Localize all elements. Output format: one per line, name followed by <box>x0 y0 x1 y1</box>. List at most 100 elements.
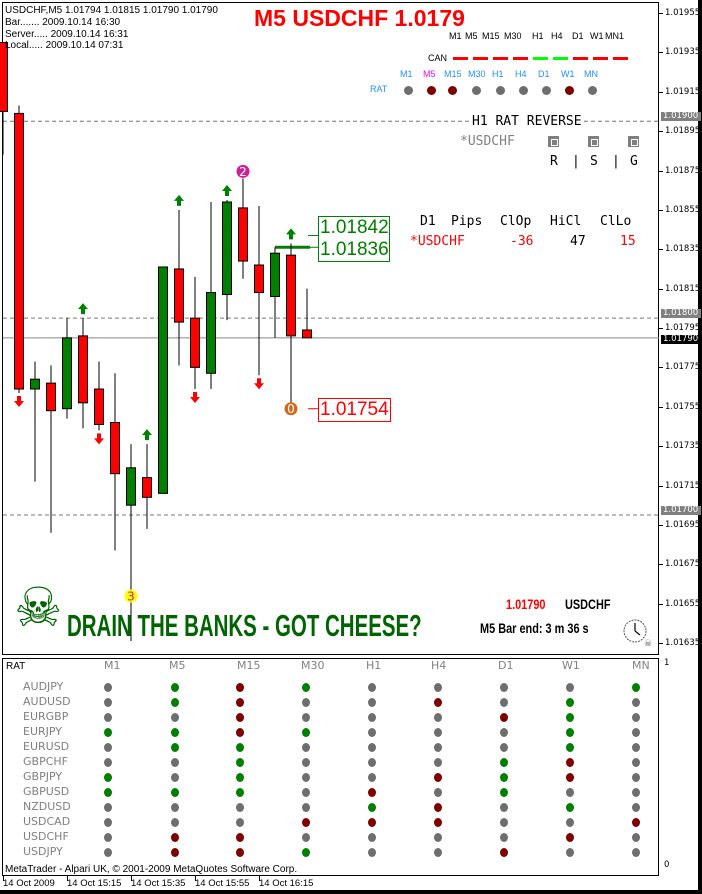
matrix-status-dot <box>500 773 508 782</box>
price-axis-label: 1.01655 <box>665 598 701 609</box>
high-price-label-b: 1.01836 <box>320 239 389 260</box>
pips-header-clop: ClOp <box>500 214 532 229</box>
matrix-column-header: W1 <box>562 659 580 672</box>
matrix-status-dot <box>302 713 310 722</box>
price-tick <box>659 13 663 14</box>
checkbox-r[interactable] <box>548 136 559 147</box>
matrix-status-dot <box>566 728 574 737</box>
can-state-bar-red <box>493 57 508 60</box>
bull-candle <box>270 252 280 297</box>
high-price-label-a: 1.01842 <box>320 217 389 238</box>
matrix-status-dot <box>236 773 244 782</box>
slogan-text: DRAIN THE BANKS - GOT CHEESE? <box>67 608 422 643</box>
matrix-status-dot <box>632 803 640 812</box>
matrix-pair-label: USDCHF <box>23 830 69 843</box>
matrix-status-dot <box>302 803 310 812</box>
matrix-column-header: M15 <box>237 659 261 672</box>
can-timeframe-label: H1 <box>532 31 544 41</box>
rat-status-dot <box>542 86 551 95</box>
bull-candle <box>126 467 136 506</box>
wave-marker <box>124 589 138 603</box>
matrix-pair-label: USDCAD <box>23 815 71 828</box>
matrix-status-dot <box>171 758 179 767</box>
candlestick-chart[interactable]: 2 0 3 <box>0 0 660 656</box>
matrix-status-dot <box>236 713 244 722</box>
matrix-status-dot <box>171 773 179 782</box>
local-time: Local..... 2009.10.14 07:31 <box>5 40 124 51</box>
matrix-status-dot <box>632 833 640 842</box>
price-tick <box>659 328 663 329</box>
bull-candle <box>206 292 216 374</box>
down-arrow-icon <box>190 392 200 404</box>
price-axis-label: 1.01955 <box>665 8 701 18</box>
matrix-status-dot <box>632 818 640 827</box>
matrix-column-header: H1 <box>366 659 382 672</box>
rat-indicator-window[interactable] <box>2 658 659 876</box>
time-axis-label: 14 Oct 2009 <box>3 878 55 889</box>
up-arrow-icon <box>222 185 232 197</box>
time-axis-label: 14 Oct 15:15 <box>67 878 122 889</box>
current-symbol-text: USDCHF <box>565 596 611 612</box>
matrix-status-dot <box>171 818 179 827</box>
matrix-pair-label: AUDJPY <box>23 680 64 693</box>
matrix-status-dot <box>302 833 310 842</box>
matrix-status-dot <box>368 788 376 797</box>
rat-timeframe-label: D1 <box>538 69 550 79</box>
up-arrow-icon <box>174 194 184 206</box>
matrix-status-dot <box>236 698 244 707</box>
matrix-status-dot <box>434 818 442 827</box>
sub-axis-bottom: 0 <box>664 860 670 870</box>
time-axis-label: 14 Oct 15:55 <box>195 878 250 889</box>
price-axis-label: 1.01855 <box>665 204 701 215</box>
matrix-status-dot <box>368 743 376 752</box>
matrix-status-dot <box>368 773 376 782</box>
matrix-status-dot <box>171 803 179 812</box>
price-tick <box>659 249 663 251</box>
matrix-status-dot <box>368 758 376 767</box>
matrix-status-dot <box>302 758 310 767</box>
price-level-tag: 1.01700 <box>661 506 701 516</box>
matrix-status-dot <box>434 803 442 812</box>
matrix-status-dot <box>104 698 112 707</box>
up-arrow-icon <box>142 429 152 441</box>
window-edge <box>698 0 702 894</box>
rat-timeframe-label: M30 <box>468 69 486 79</box>
can-state-bar-red <box>573 57 588 60</box>
high-price-label-box: 1.01842 1.01836 <box>318 216 390 262</box>
price-axis-label: 1.01795 <box>665 323 701 333</box>
bar-end-countdown: M5 Bar end: 3 m 36 s <box>480 620 589 636</box>
checkbox-s[interactable] <box>588 136 599 147</box>
can-state-bar-red <box>613 57 628 60</box>
price-level-tag: 1.01900 <box>661 112 701 122</box>
matrix-status-dot <box>434 833 442 842</box>
rat-status-dot <box>588 86 597 95</box>
wave-marker-label: 0 <box>287 402 295 416</box>
price-axis-label: 1.01915 <box>665 86 701 97</box>
matrix-status-dot <box>368 833 376 842</box>
main-chart-window[interactable] <box>2 2 659 655</box>
matrix-pair-label: GBPUSD <box>23 785 70 798</box>
matrix-status-dot <box>434 773 442 782</box>
matrix-status-dot <box>236 728 244 737</box>
matrix-status-dot <box>566 758 574 767</box>
matrix-status-dot <box>566 698 574 707</box>
matrix-pair-label: AUDUSD <box>23 695 71 708</box>
down-arrow-icon <box>14 395 24 407</box>
checkbox-g[interactable] <box>628 136 639 147</box>
bear-candle <box>110 422 120 475</box>
matrix-status-dot <box>302 743 310 752</box>
matrix-status-dot <box>500 788 508 797</box>
rat-timeframe-label: M15 <box>444 69 462 79</box>
price-tick <box>659 643 663 644</box>
bear-candle <box>174 268 184 323</box>
matrix-status-dot <box>500 743 508 752</box>
matrix-status-dot <box>104 683 112 692</box>
price-tick <box>659 91 663 93</box>
matrix-status-dot <box>368 728 376 737</box>
wave-marker-label: 3 <box>127 590 135 604</box>
price-axis-label: 1.01755 <box>665 401 701 412</box>
matrix-status-dot <box>104 848 112 857</box>
svg-text:☠: ☠ <box>644 639 652 648</box>
matrix-status-dot <box>104 713 112 722</box>
matrix-status-dot <box>368 803 376 812</box>
